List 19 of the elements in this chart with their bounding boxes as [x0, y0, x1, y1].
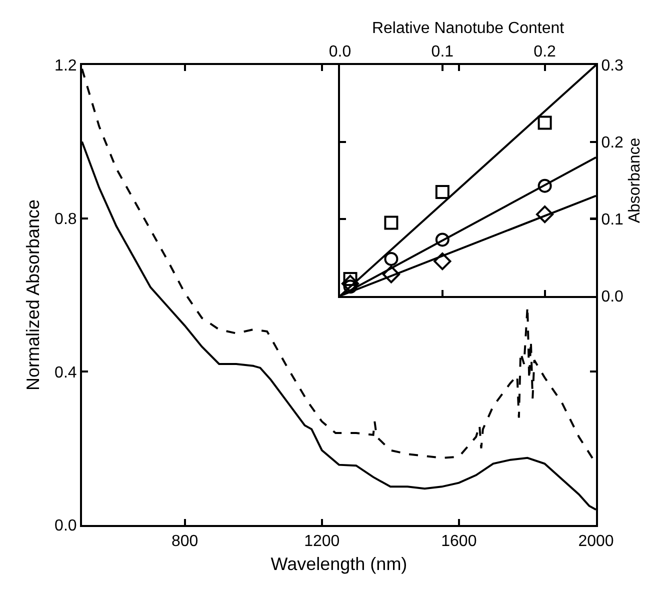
- y-tick-label: 0.0: [54, 518, 77, 535]
- x-axis-title: Wavelength (nm): [270, 554, 408, 574]
- x-tick-label: 0.2: [534, 44, 556, 61]
- x-tick-label: 1600: [441, 533, 477, 550]
- x-tick-label: 800: [171, 533, 198, 550]
- y-tick-label: 0.0: [601, 288, 624, 306]
- y-tick-label: 0.1: [601, 212, 624, 229]
- x-tick-label: 2000: [578, 533, 614, 550]
- y-tick-label: 0.2: [601, 134, 624, 152]
- x-tick-label: 0.1: [431, 44, 454, 61]
- y-axis-title: Normalized Absorbance: [23, 199, 44, 391]
- x-tick-label: 0.0: [328, 44, 352, 61]
- y-tick-label: 1.2: [54, 58, 77, 75]
- y-tick-label: 0.4: [54, 364, 77, 382]
- y-tick-label: 0.3: [601, 58, 624, 75]
- y-axis-title: Absorbance: [626, 138, 644, 224]
- x-axis-title: Relative Nanotube Content: [372, 20, 565, 37]
- y-tick-label: 0.8: [54, 210, 77, 228]
- x-tick-label: 1200: [304, 533, 340, 550]
